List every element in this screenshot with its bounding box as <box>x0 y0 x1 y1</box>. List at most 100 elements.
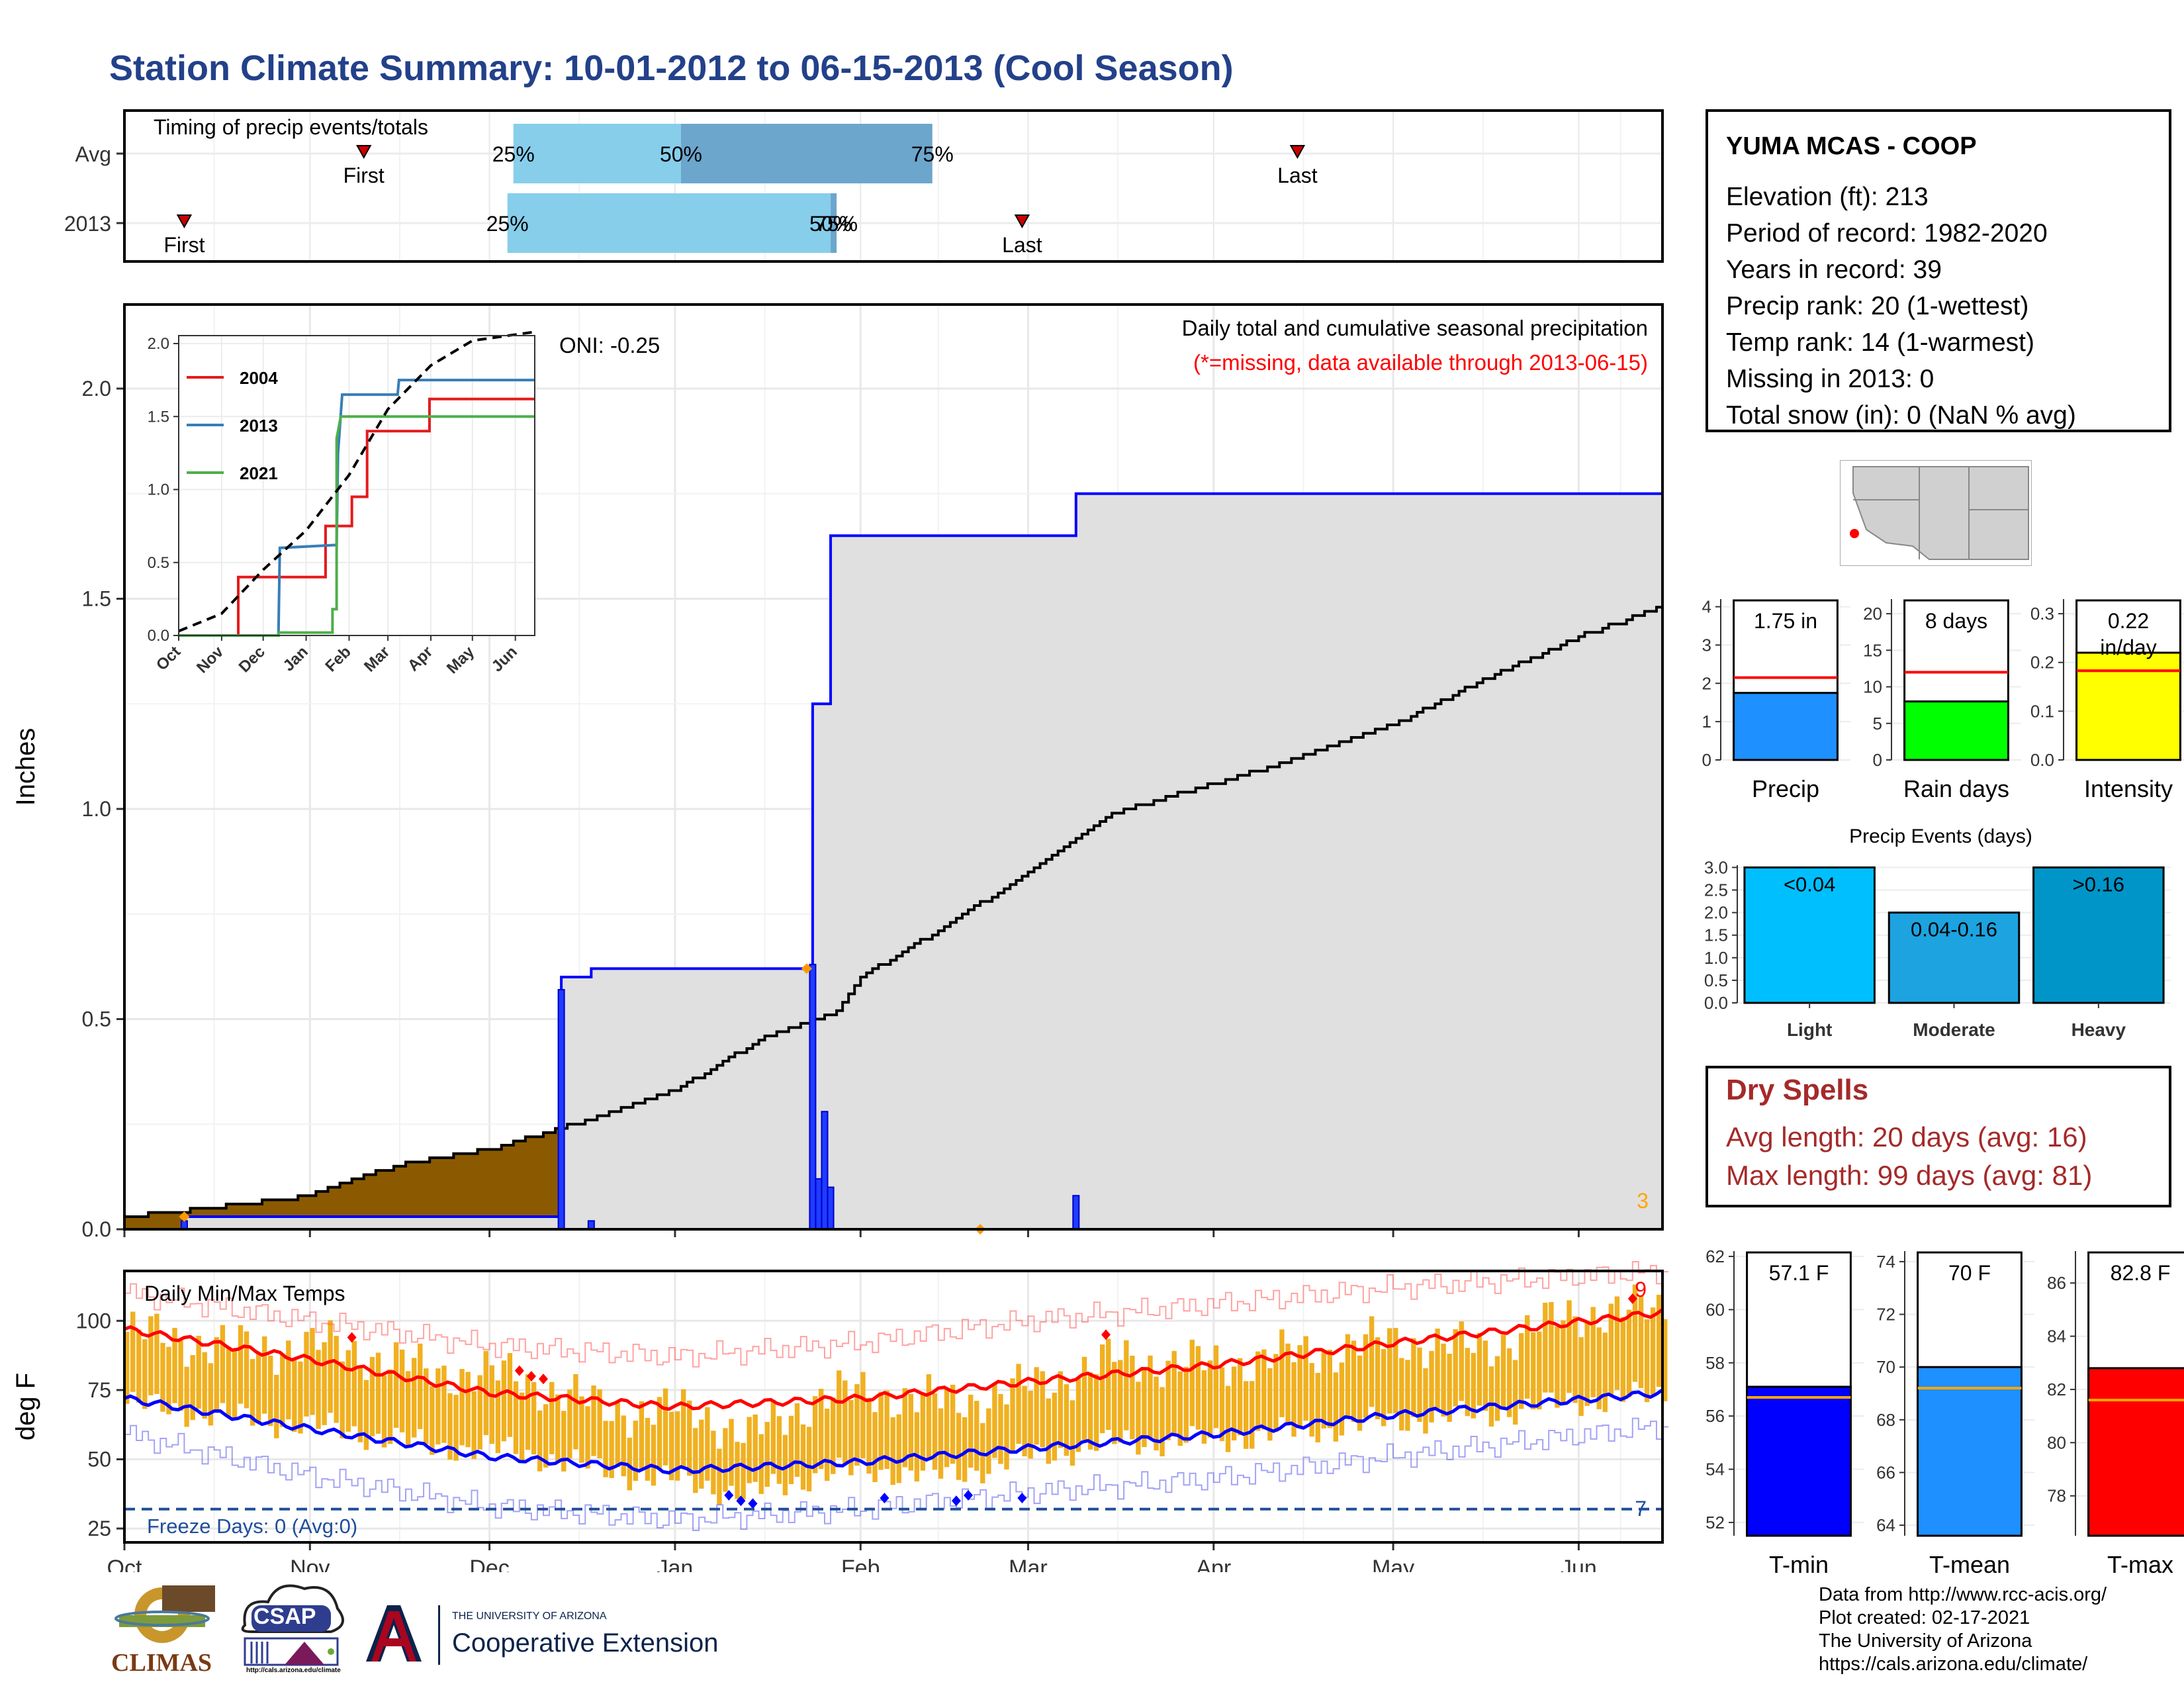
daily-temp-bar <box>812 1396 818 1474</box>
daily-temp-bar <box>860 1372 866 1458</box>
daily-temp-bar <box>513 1381 519 1454</box>
daily-temp-bar <box>1321 1350 1326 1429</box>
daily-temp-bar <box>585 1406 590 1469</box>
daily-temp-bar <box>818 1388 824 1470</box>
daily-temp-bar <box>148 1316 154 1395</box>
precip-diff-fill <box>399 1166 406 1217</box>
daily-temp-bar <box>1531 1332 1536 1409</box>
precip-diff-fill <box>310 1196 316 1217</box>
daily-temp-bar <box>1093 1374 1099 1451</box>
daily-temp-bar <box>573 1374 578 1450</box>
precip-diff-fill <box>202 1208 209 1217</box>
precip-y-axis-label: Inches <box>11 728 40 806</box>
daily-temp-bar <box>693 1428 698 1493</box>
daily-temp-bar <box>1393 1328 1398 1413</box>
season-temps-charts: 57.1 F 52 54 56 58 60 62 T-min 70 F 64 66 68 70 72 74 T… <box>1706 1246 2184 1575</box>
daily-precip-bar <box>821 1111 829 1230</box>
daily-temp-bar <box>381 1375 387 1448</box>
precip-diff-fill <box>298 1196 304 1217</box>
timing-bar-50-75 <box>680 124 933 183</box>
daily-temp-bar <box>1004 1404 1009 1470</box>
dry-spells-box <box>1706 1066 2171 1207</box>
daily-temp-bar <box>1567 1300 1572 1393</box>
daily-temp-bar <box>1142 1370 1147 1448</box>
daily-temp-bar <box>699 1419 704 1489</box>
last-event-label: Last <box>1277 164 1318 187</box>
daily-temp-bar <box>1118 1360 1123 1443</box>
y-tick-label: 25 <box>87 1517 111 1540</box>
y-tick-label: 1.0 <box>82 797 111 821</box>
precip-diff-fill <box>435 1158 442 1217</box>
dry-spells-avg: Avg length: 20 days (avg: 16) <box>1726 1121 2087 1152</box>
daily-temp-bar <box>1022 1385 1027 1457</box>
daily-temp-bar <box>280 1354 285 1427</box>
inset-plot-border <box>178 335 535 636</box>
mini-y-tick-label: 0.2 <box>2030 653 2054 673</box>
daily-temp-bar <box>1237 1358 1243 1436</box>
x-tick-label: Jan <box>657 1556 694 1572</box>
y-tick-label: 1.5 <box>82 587 111 611</box>
daily-temp-bar <box>1549 1301 1554 1393</box>
daily-temp-bar <box>1561 1320 1566 1405</box>
precip-diff-fill <box>418 1162 424 1217</box>
mini-y-tick-label: 70 <box>1876 1357 1895 1377</box>
precip-diff-fill <box>261 1199 269 1217</box>
record-high-marker <box>514 1365 524 1376</box>
daily-temp-bar <box>567 1389 572 1459</box>
daily-temp-bar <box>1183 1366 1189 1443</box>
precip-diff-fill <box>316 1191 323 1217</box>
daily-temp-bar <box>1255 1351 1261 1431</box>
precip-diff-fill <box>154 1212 161 1229</box>
temp-plot-border <box>123 1270 1664 1544</box>
last-event-marker <box>1014 214 1030 229</box>
daily-temp-bar <box>747 1417 752 1483</box>
record-high-marker <box>347 1332 357 1343</box>
precip-diff-fill <box>322 1191 329 1217</box>
daily-temp-bar <box>1195 1346 1201 1430</box>
daily-temp-bar <box>1614 1296 1620 1390</box>
daily-temp-bar <box>1136 1382 1141 1455</box>
daily-temp-bar <box>316 1350 321 1429</box>
daily-temp-bar <box>902 1387 907 1468</box>
precip-diff-fill <box>268 1199 275 1217</box>
y-tick-label: 100 <box>76 1309 111 1333</box>
daily-temp-bar <box>351 1340 357 1427</box>
precip-event-bar <box>1743 866 1876 1004</box>
daily-temp-bar <box>1291 1362 1297 1437</box>
daily-temp-bar <box>1555 1326 1560 1408</box>
missing-data-marker <box>801 963 812 974</box>
daily-temp-bar <box>1572 1316 1578 1403</box>
daily-temp-bar <box>657 1397 662 1470</box>
daily-temp-bar <box>1160 1387 1165 1457</box>
daily-temp-bar <box>298 1361 303 1434</box>
y-tick-label: 0.5 <box>82 1008 111 1031</box>
daily-temp-bar <box>842 1380 848 1464</box>
timing-bar-50-75 <box>831 193 837 253</box>
mini-chart-name: T-mean <box>1929 1551 2010 1575</box>
daily-temp-bar <box>1578 1337 1584 1417</box>
daily-temp-bar <box>1333 1372 1339 1442</box>
daily-temp-bar <box>1482 1340 1488 1411</box>
daily-temp-bar <box>1381 1348 1387 1427</box>
daily-temp-bar <box>268 1355 273 1427</box>
daily-temp-bar <box>1124 1340 1129 1430</box>
daily-temp-bar <box>908 1393 913 1471</box>
daily-temp-bar <box>1525 1315 1530 1399</box>
daily-temp-bar <box>1189 1339 1195 1427</box>
daily-temp-bar <box>1447 1353 1452 1422</box>
daily-temp-bar <box>962 1417 968 1482</box>
mini-y-tick-label: 15 <box>1863 640 1882 660</box>
mini-y-tick-label: 3 <box>1702 635 1711 655</box>
daily-temp-bar <box>418 1343 423 1429</box>
precip-diff-fill <box>471 1153 478 1217</box>
first-event-label: First <box>343 164 385 187</box>
csap-logo-url: http://cals.arizona.edu/climate <box>246 1667 341 1674</box>
record-low-marker <box>1017 1493 1027 1504</box>
daily-temp-bar <box>232 1348 238 1418</box>
daily-temp-bar <box>136 1329 142 1403</box>
daily-temp-bar <box>735 1442 740 1499</box>
daily-temp-bar <box>525 1374 531 1450</box>
daily-temp-bar <box>453 1395 459 1461</box>
station-years: Years in record: 39 <box>1726 256 1942 284</box>
